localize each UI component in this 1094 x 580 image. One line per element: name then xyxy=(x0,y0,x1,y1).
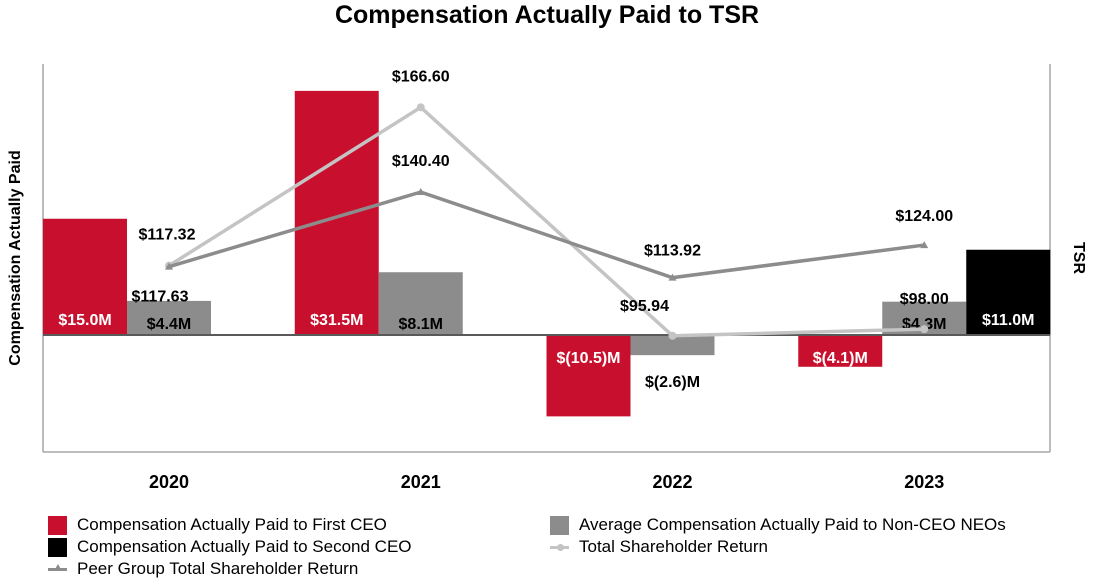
legend-swatch-second-ceo xyxy=(48,537,67,557)
legend-label-peer-tsr: Peer Group Total Shareholder Return xyxy=(77,559,359,578)
bar-label-0-2021: $31.5M xyxy=(310,312,363,329)
bar-0-2020 xyxy=(43,218,127,335)
legend-swatch-neos xyxy=(550,515,569,535)
point-tsr-2021 xyxy=(416,103,425,112)
tsr-label-2023: $98.00 xyxy=(900,291,949,308)
peer-tsr-label-2022: $113.92 xyxy=(644,243,701,260)
bar-label-0-2023: $(4.1)M xyxy=(813,350,868,367)
bar-label-1-2020: $4.4M xyxy=(147,316,191,333)
chart-plot: $15.0M $4.4M $31.5M $8.1M $(10.5)M $(2.6)M $(4… xyxy=(42,64,1051,492)
tsr-label-2021: $166.60 xyxy=(392,68,450,85)
legend-swatch-peer-tsr xyxy=(48,560,67,579)
bar-label-0-2022: $(10.5)M xyxy=(556,350,620,367)
tsr-label-2022: $95.94 xyxy=(620,298,669,315)
tsr-label-2020: $117.63 xyxy=(132,289,189,306)
point-peer-tsr-2021 xyxy=(416,188,425,196)
legend-label-tsr: Total Shareholder Return xyxy=(579,537,769,556)
bar-1-2021 xyxy=(378,272,463,335)
legend-swatch-first-ceo xyxy=(48,515,67,535)
peer-tsr-label-2020: $117.32 xyxy=(139,227,196,244)
line-peer-tsr xyxy=(168,190,925,280)
legend-item-peer-tsr: Peer Group Total Shareholder Return xyxy=(48,558,358,580)
legend-label-neos: Average Compensation Actually Paid to No… xyxy=(579,515,1006,534)
point-tsr-2022 xyxy=(668,331,677,340)
legend-item-first-ceo: Compensation Actually Paid to First CEO xyxy=(48,514,387,536)
legend-label-second-ceo: Compensation Actually Paid to Second CEO xyxy=(77,537,412,556)
x-tick-label-2022: 2022 xyxy=(652,472,692,492)
bar-2-2023 xyxy=(966,249,1051,335)
x-tick-label-2020: 2020 xyxy=(149,472,189,492)
bar-0-2022 xyxy=(546,335,631,417)
peer-tsr-label-2021: $140.40 xyxy=(392,153,450,170)
legend-swatch-tsr xyxy=(550,538,569,557)
bar-label-2-2023: $11.0M xyxy=(982,312,1034,329)
legend-item-neos: Average Compensation Actually Paid to No… xyxy=(550,514,1006,536)
x-tick-label-2021: 2021 xyxy=(401,472,441,492)
bar-0-2021 xyxy=(294,90,379,335)
legend-item-second-ceo: Compensation Actually Paid to Second CEO xyxy=(48,536,412,558)
legend-item-tsr: Total Shareholder Return xyxy=(550,536,768,558)
bar-1-2020 xyxy=(127,300,211,335)
x-tick-label-2023: 2023 xyxy=(904,472,944,492)
peer-tsr-label-2023: $124.00 xyxy=(895,208,953,225)
bar-1-2022 xyxy=(630,335,715,356)
point-tsr-2023 xyxy=(920,325,929,334)
bar-label-1-2021: $8.1M xyxy=(399,316,443,333)
bar-label-1-2022: $(2.6)M xyxy=(645,374,700,391)
bar-label-0-2020: $15.0M xyxy=(58,312,111,329)
point-peer-tsr-2022 xyxy=(668,273,677,281)
legend-label-first-ceo: Compensation Actually Paid to First CEO xyxy=(77,515,387,534)
point-peer-tsr-2020 xyxy=(165,262,173,270)
bar-0-2023 xyxy=(798,335,883,367)
point-peer-tsr-2023 xyxy=(920,241,929,249)
chart-title: Compensation Actually Paid to TSR xyxy=(334,1,760,29)
line-tsr xyxy=(168,105,925,338)
